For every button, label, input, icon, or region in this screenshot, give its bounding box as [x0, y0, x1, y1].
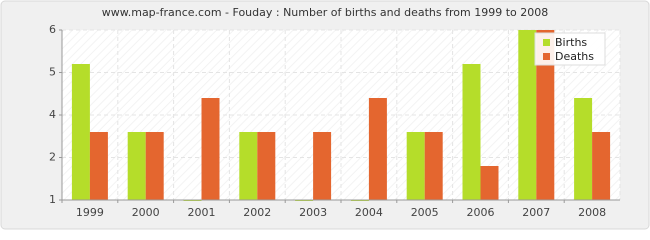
bar	[257, 132, 276, 200]
bar	[592, 132, 611, 200]
x-tick-label: 2000	[132, 206, 160, 219]
x-tick-label: 2001	[188, 206, 216, 219]
x-tick-label: 2005	[411, 206, 439, 219]
legend-label: Deaths	[555, 50, 594, 63]
bar	[127, 132, 146, 200]
chart-title: www.map-france.com - Fouday : Number of …	[102, 6, 549, 19]
x-tick-label: 2002	[243, 206, 271, 219]
x-tick-label: 2008	[578, 206, 606, 219]
bar	[480, 166, 499, 200]
bar	[89, 132, 108, 200]
x-tick-label: 1999	[76, 206, 104, 219]
y-tick-label: 2	[49, 151, 56, 164]
bar	[368, 98, 387, 200]
bar	[574, 98, 593, 200]
x-tick-label: 2004	[355, 206, 383, 219]
x-tick-label: 2007	[522, 206, 550, 219]
bar	[424, 132, 443, 200]
legend-swatch	[543, 53, 550, 60]
legend-swatch	[543, 39, 550, 46]
y-tick-label: 4	[49, 108, 56, 121]
bar	[313, 132, 332, 200]
legend-label: Births	[555, 36, 587, 49]
bar	[518, 30, 537, 200]
bar	[201, 98, 220, 200]
y-tick-label: 5	[49, 66, 56, 79]
y-tick-label: 6	[49, 23, 56, 36]
bar	[536, 30, 555, 200]
bar	[145, 132, 164, 200]
bar	[462, 64, 481, 200]
y-tick-label: 1	[49, 193, 56, 206]
bar	[71, 64, 90, 200]
x-tick-label: 2006	[467, 206, 495, 219]
bar	[406, 132, 425, 200]
chart: www.map-france.com - Fouday : Number of …	[0, 0, 650, 230]
bar	[239, 132, 258, 200]
x-tick-label: 2003	[299, 206, 327, 219]
